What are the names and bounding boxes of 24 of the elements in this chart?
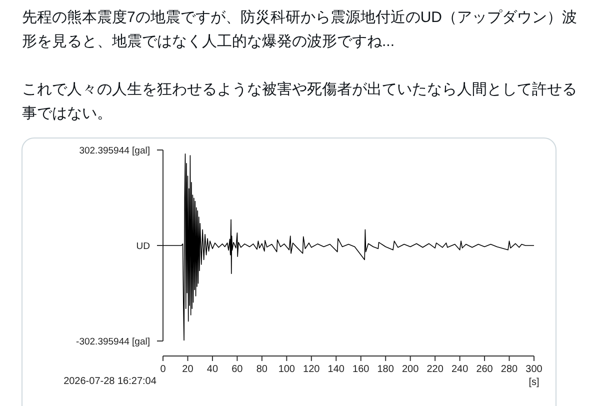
- x-tick-label: 220: [426, 364, 444, 375]
- y-tick-label: UD: [136, 240, 150, 252]
- x-tick-label: 260: [476, 364, 494, 375]
- x-tick-label: 60: [232, 364, 244, 375]
- x-tick-label: 160: [352, 364, 370, 375]
- x-tick-label: 0: [160, 364, 166, 375]
- chart-subtitle: これで人々の人生を狂わせるような被害や死傷者が出ていたなら人間として許せる事ではない。: [22, 80, 578, 124]
- text: 2026-07-28 16:27:04: [64, 376, 157, 387]
- chart-title: 先程の熊本震度7の地震ですが、防災科研から震源地付近のUD（アップダウン）波形を見ると、地震ではなく人工的な爆発の波形ですね...: [22, 8, 578, 52]
- x-tick-label: 40: [206, 364, 218, 375]
- x-tick-label: 300: [526, 364, 543, 375]
- x-tick-label: 200: [402, 364, 420, 375]
- x-tick-label: 280: [500, 364, 518, 375]
- x-tick-label: 120: [303, 364, 320, 375]
- line-series: [162, 154, 534, 341]
- x-tick-label: 240: [451, 364, 469, 375]
- y-tick-label: -302.395944 [gal]: [76, 336, 150, 348]
- x-tick-label: 140: [328, 364, 345, 375]
- y-tick-label: 302.395944 [gal]: [79, 145, 150, 156]
- x-tick-label: 180: [377, 364, 394, 375]
- x-tick-label: 100: [278, 364, 296, 375]
- x-axis-title: [s]: [528, 377, 540, 388]
- x-tick-label: 80: [256, 364, 268, 375]
- x-tick-label: 20: [182, 364, 194, 375]
